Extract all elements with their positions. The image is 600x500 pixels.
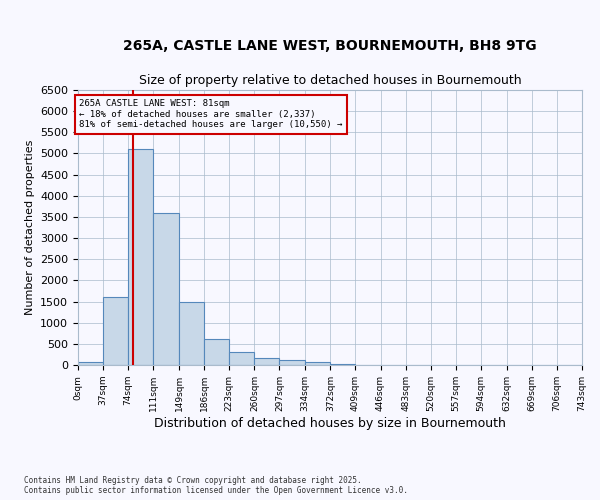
Text: 265A, CASTLE LANE WEST, BOURNEMOUTH, BH8 9TG: 265A, CASTLE LANE WEST, BOURNEMOUTH, BH8… bbox=[123, 38, 537, 52]
X-axis label: Distribution of detached houses by size in Bournemouth: Distribution of detached houses by size … bbox=[154, 416, 506, 430]
Bar bbox=[103, 298, 128, 365]
Y-axis label: Number of detached properties: Number of detached properties bbox=[25, 140, 35, 315]
Bar bbox=[78, 362, 103, 365]
Bar bbox=[305, 362, 331, 365]
Bar bbox=[179, 302, 204, 365]
Bar bbox=[128, 149, 153, 365]
Bar bbox=[204, 339, 229, 365]
Bar bbox=[331, 364, 355, 365]
Text: 265A CASTLE LANE WEST: 81sqm
← 18% of detached houses are smaller (2,337)
81% of: 265A CASTLE LANE WEST: 81sqm ← 18% of de… bbox=[79, 100, 343, 129]
Bar bbox=[280, 360, 305, 365]
Bar bbox=[229, 352, 254, 365]
Bar bbox=[254, 358, 280, 365]
Text: Contains HM Land Registry data © Crown copyright and database right 2025.
Contai: Contains HM Land Registry data © Crown c… bbox=[24, 476, 408, 495]
Title: Size of property relative to detached houses in Bournemouth: Size of property relative to detached ho… bbox=[139, 74, 521, 88]
Bar bbox=[153, 212, 179, 365]
